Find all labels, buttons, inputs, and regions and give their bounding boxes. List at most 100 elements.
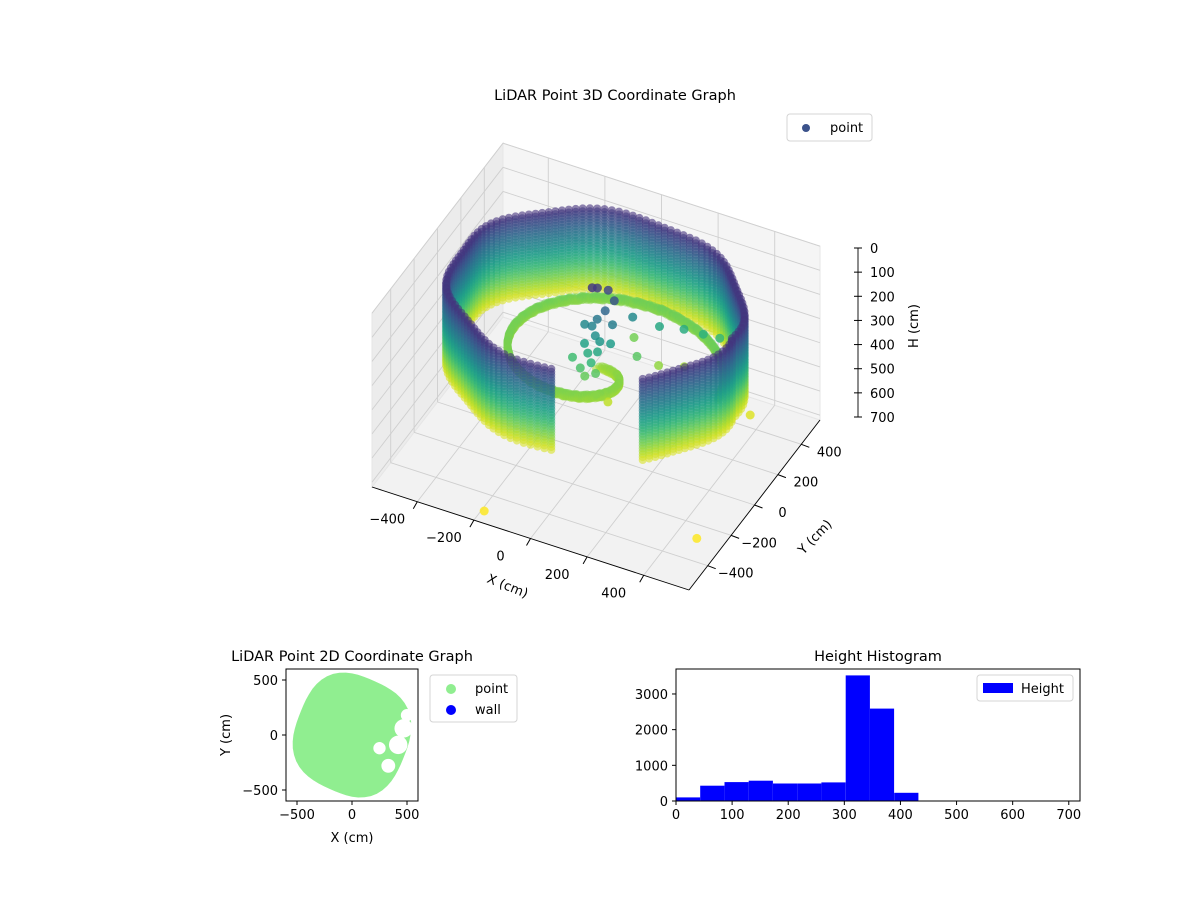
x-tick-3d: [526, 538, 531, 546]
x-tick-label-histogram: 700: [1056, 808, 1081, 823]
z-tick-label-3d: 700: [870, 411, 895, 426]
y-tick-label-3d: 400: [817, 445, 842, 460]
x-tick-label-histogram: 600: [1000, 808, 1025, 823]
z-tick-label-3d: 100: [870, 266, 895, 281]
data-point: [592, 390, 601, 399]
bars: [676, 675, 1064, 801]
data-point: [524, 291, 533, 300]
data-point: [679, 324, 689, 334]
data-point: [526, 440, 535, 449]
chart-3d-title: LiDAR Point 3D Coordinate Graph: [494, 88, 736, 104]
data-point: [558, 287, 566, 296]
data-point: [512, 436, 521, 445]
x-tick-3d: [582, 556, 588, 565]
y-tick-label-3d: 200: [793, 476, 818, 491]
plot-frame-histogram: [675, 668, 1081, 802]
x-tick-label-2d: 0: [348, 808, 356, 823]
empty-region-2d: [381, 758, 396, 773]
legend-3d-marker: [802, 124, 810, 132]
y-tick-label-histogram: 3000: [635, 688, 668, 703]
data-point: [587, 283, 597, 293]
x-tick-label-3d: 200: [545, 568, 570, 583]
legend-histogram: Height: [976, 674, 1074, 702]
x-tick-label-3d: 0: [496, 550, 504, 565]
legend-2d: point wall: [429, 674, 518, 723]
data-point: [592, 314, 602, 324]
grid-line-y: [390, 462, 708, 567]
z-tick-label-3d: 0: [870, 242, 878, 257]
chart-histogram: Height Histogram 0 100 200 300 400 500 600 7000…: [635, 649, 1081, 823]
data-point: [587, 321, 597, 331]
histogram-bar: [869, 708, 895, 801]
data-point: [504, 294, 513, 303]
data-point: [645, 454, 654, 463]
point-cloud-2d: [292, 672, 412, 798]
x-tick-label-histogram: 500: [944, 808, 969, 823]
histogram-bar: [894, 792, 919, 801]
z-axis-label-3d: H (cm): [907, 304, 922, 348]
data-point: [544, 289, 553, 298]
grid-line-z: [371, 191, 504, 362]
data-point: [698, 329, 708, 339]
legend-2d-marker-wall: [446, 705, 456, 715]
empty-region-2d: [388, 735, 408, 755]
y-axis-label-3d: Y (cm): [795, 517, 836, 558]
grid-line-z: [502, 142, 821, 247]
data-point: [595, 337, 605, 347]
data-point: [600, 306, 610, 316]
data-point: [575, 363, 585, 373]
z-tick-label-3d: 500: [870, 363, 895, 378]
legend-3d-label: point: [830, 121, 863, 136]
x-tick-label-histogram: 300: [832, 808, 857, 823]
legend-histogram-frame: [976, 674, 1074, 702]
data-point: [547, 445, 556, 454]
data-point: [564, 286, 573, 295]
data-point: [608, 320, 617, 330]
data-point: [580, 371, 590, 381]
data-point: [629, 333, 639, 342]
empty-region-2d: [400, 709, 414, 722]
point-area: [292, 672, 414, 798]
x-tick-label-histogram: 400: [888, 808, 913, 823]
data-point: [479, 506, 489, 516]
data-point: [655, 322, 664, 331]
histogram-bar: [773, 783, 798, 801]
histogram-bar: [676, 797, 701, 801]
y-tick-label-histogram: 0: [660, 795, 668, 810]
x-tick-label-histogram: 100: [720, 808, 745, 823]
data-point: [586, 358, 596, 368]
chart-2d: LiDAR Point 2D Coordinate Graph −500 0 500…: [219, 649, 518, 846]
x-axis-label-2d: X (cm): [331, 831, 374, 846]
z-tick-label-3d: 600: [870, 387, 895, 402]
grid-line-z: [502, 166, 821, 271]
data-point: [580, 319, 590, 329]
data-point: [606, 339, 616, 349]
legend-2d-label-wall: wall: [475, 703, 501, 718]
data-point: [654, 361, 664, 370]
legend-histogram-label: Height: [1021, 682, 1064, 697]
data-point: [506, 434, 515, 443]
data-point: [518, 292, 527, 301]
data-point: [628, 312, 638, 322]
y-tick-label-2d: −500: [242, 784, 278, 799]
x-tick-label-histogram: 200: [776, 808, 801, 823]
data-point: [540, 444, 549, 453]
data-point: [651, 453, 660, 461]
z-tick-label-3d: 400: [870, 339, 895, 354]
z-tick-label-3d: 300: [870, 314, 895, 329]
histogram-bar: [700, 785, 725, 801]
z-tick-label-3d: 200: [870, 290, 895, 305]
data-point: [593, 347, 602, 357]
chart-3d: LiDAR Point 3D Coordinate Graph −400−200…: [369, 88, 922, 602]
axes-group: −400−2000200400−400−20002004000100200300…: [369, 242, 894, 601]
data-point: [533, 442, 542, 451]
data-point: [692, 533, 702, 543]
data-point: [657, 451, 666, 460]
y-tick-3d: [754, 504, 763, 509]
data-point: [500, 431, 509, 440]
y-tick-label-2d: 0: [270, 729, 278, 744]
x-tick-label-3d: 400: [601, 586, 626, 601]
data-point: [580, 338, 589, 348]
